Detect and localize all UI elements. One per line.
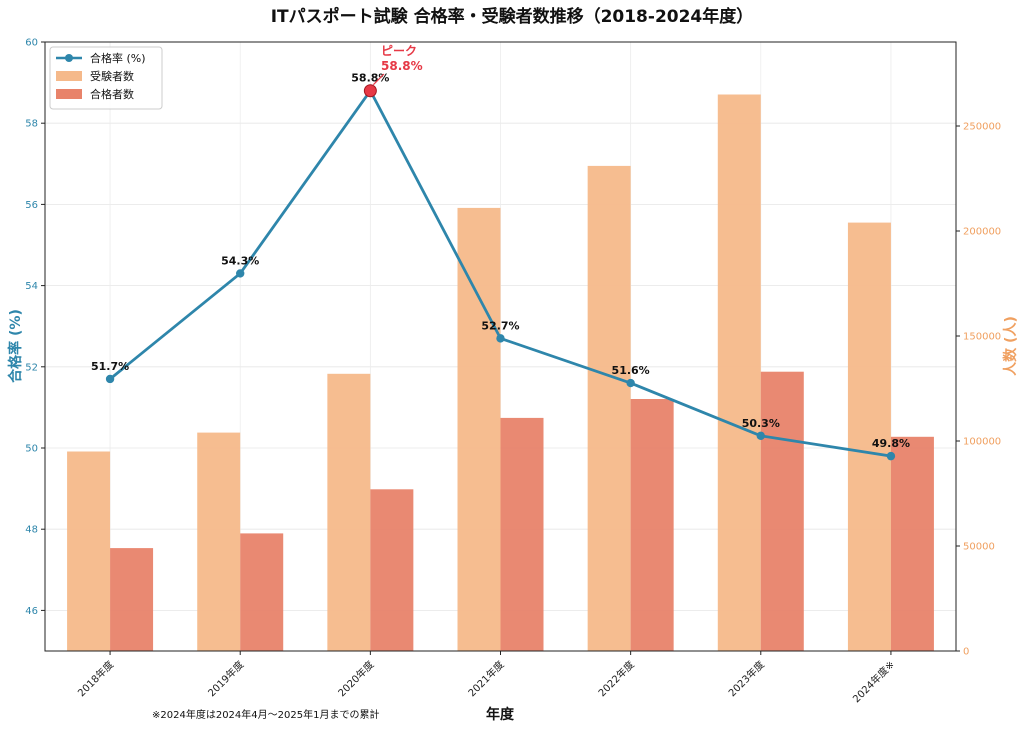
- x-tick-label: 2024年度※: [850, 658, 897, 705]
- y-left-tick-label: 54: [25, 281, 38, 292]
- y-right-tick-label: 150000: [963, 332, 1001, 343]
- pass-rate-label: 52.7%: [481, 319, 519, 332]
- legend-swatch-examinees: [56, 71, 82, 81]
- legend-label-examinees: 受験者数: [90, 69, 134, 83]
- x-tick-label: 2019年度: [205, 658, 246, 699]
- pass-rate-point: [105, 374, 115, 384]
- x-tick-label: 2020年度: [335, 658, 376, 699]
- y-left-tick-label: 58: [25, 119, 38, 130]
- bar-examinees: [587, 165, 631, 651]
- y-left-tick-label: 48: [25, 525, 38, 536]
- bar-examinees: [847, 222, 891, 651]
- bar-examinees: [197, 432, 241, 651]
- peak-arrow: [372, 73, 385, 86]
- pass-rate-label: 51.6%: [612, 364, 650, 377]
- bar-passers: [630, 399, 674, 651]
- y-left-tick-label: 60: [25, 38, 38, 49]
- y-right-tick-label: 200000: [963, 227, 1001, 238]
- bar-examinees: [67, 451, 111, 651]
- x-tick-label: 2022年度: [595, 658, 636, 699]
- y-left-tick-label: 46: [25, 606, 38, 617]
- legend-line-marker: [65, 54, 73, 62]
- peak-label-value: 58.8%: [381, 59, 423, 73]
- legend-label-passers: 合格者数: [90, 87, 134, 101]
- y-axis-left-ticks: 46 48 50 52 54 56 58 60: [25, 38, 45, 617]
- y-axis-right-ticks: 0 50000 100000 150000 200000 250000: [956, 122, 1001, 658]
- bar-passers: [890, 436, 934, 651]
- y-right-tick-label: 0: [963, 647, 969, 658]
- bar-passers: [370, 489, 414, 651]
- bar-examinees: [327, 373, 371, 651]
- y-left-tick-label: 50: [25, 444, 38, 455]
- y-right-tick-label: 50000: [963, 542, 995, 553]
- pass-rate-point: [756, 431, 765, 441]
- pass-rate-label: 51.7%: [91, 360, 129, 373]
- x-tick-label: 2018年度: [75, 658, 116, 699]
- line-series: [105, 84, 896, 461]
- bar-examinees: [457, 207, 501, 651]
- y-axis-right-label: 人数 (人): [1002, 316, 1019, 376]
- x-tick-label: 2023年度: [726, 658, 767, 699]
- pass-rate-label: 54.3%: [221, 254, 259, 267]
- y-left-tick-label: 56: [25, 200, 38, 211]
- x-tick-label: 2021年度: [465, 658, 506, 699]
- pass-rate-point: [496, 334, 505, 343]
- peak-marker: [363, 84, 377, 98]
- x-axis-label: 年度: [486, 706, 515, 723]
- pass-rate-label: 50.3%: [742, 417, 780, 430]
- peak-label-title: ピーク: [381, 44, 417, 58]
- legend: 合格率 (%) 受験者数 合格者数: [49, 46, 163, 110]
- pass-rate-label: 49.8%: [872, 437, 910, 450]
- pass-rate-point: [886, 451, 896, 461]
- y-axis-left-label: 合格率 (%): [7, 309, 24, 383]
- y-right-tick-label: 250000: [963, 122, 1001, 133]
- bar-passers: [500, 417, 544, 651]
- bar-passers: [760, 371, 804, 651]
- legend-swatch-passers: [56, 89, 82, 99]
- footnote: ※2024年度は2024年4月～2025年1月までの累計: [152, 708, 379, 721]
- bar-examinees: [717, 94, 761, 651]
- pass-rate-point: [626, 378, 635, 388]
- bar-passers: [110, 548, 154, 651]
- y-right-tick-label: 100000: [963, 437, 1001, 448]
- pass-rate-point: [236, 269, 245, 278]
- legend-label-pass-rate: 合格率 (%): [90, 51, 146, 65]
- data-labels: 51.7% 54.3% 58.8% 52.7% 51.6% 50.3% 49.8%: [91, 72, 910, 450]
- chart-title: ITパスポート試験 合格率・受験者数推移（2018-2024年度）: [271, 6, 754, 27]
- bars: [67, 94, 934, 651]
- pass-rate-label: 58.8%: [351, 72, 389, 85]
- y-left-tick-label: 52: [25, 362, 38, 373]
- bar-passers: [240, 533, 284, 651]
- x-axis-ticks: 2018年度 2019年度 2020年度 2021年度 2022年度 2023年度 2024…: [75, 651, 897, 705]
